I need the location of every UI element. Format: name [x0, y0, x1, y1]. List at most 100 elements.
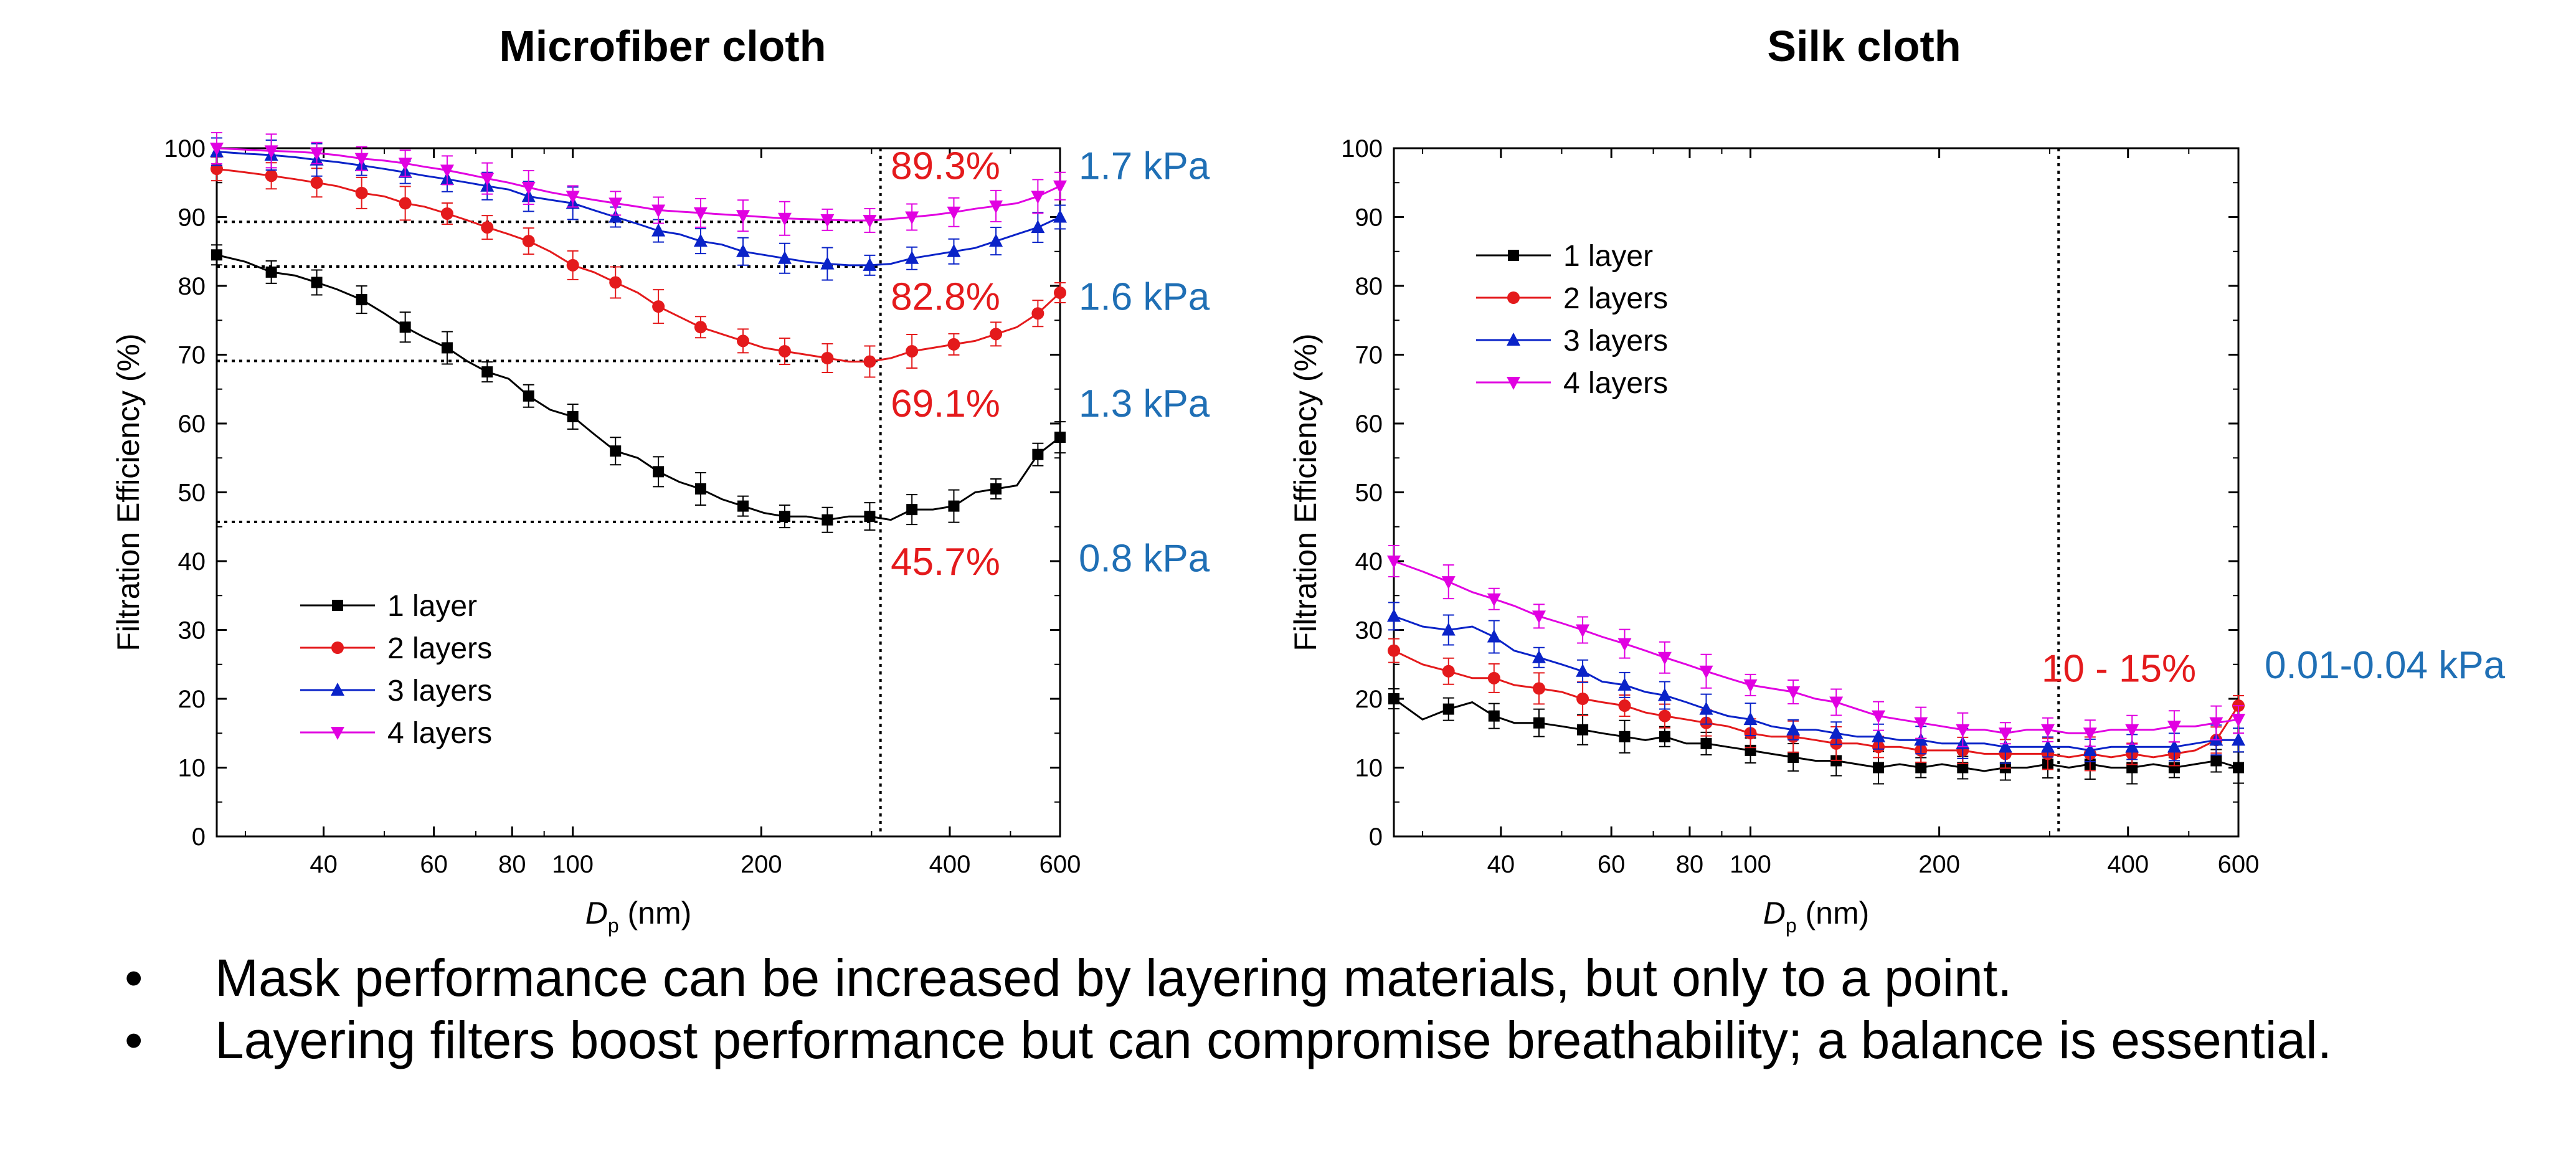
data-point [1441, 576, 1456, 590]
series-3-layers [1387, 602, 2245, 764]
data-point [1659, 731, 1670, 742]
x-tick-label: 40 [310, 851, 338, 878]
x-axis-label: Dp (nm) [1763, 896, 1870, 937]
data-point [2083, 742, 2097, 756]
x-tick-label: 60 [1598, 851, 1626, 878]
y-tick-label: 30 [1355, 617, 1383, 645]
y-tick-label: 20 [178, 686, 206, 713]
data-point [1388, 693, 1399, 704]
data-point [1872, 710, 1886, 724]
data-point [1998, 727, 2012, 741]
data-point [736, 244, 750, 257]
y-tick-label: 30 [178, 617, 206, 645]
data-point [2232, 714, 2245, 727]
y-tick-label: 90 [178, 204, 206, 232]
data-point [1657, 651, 1672, 665]
data-point [211, 249, 222, 261]
x-tick-label: 80 [1676, 851, 1704, 878]
data-point [2168, 762, 2180, 774]
data-point [398, 158, 412, 171]
series-line [216, 253, 1061, 521]
pressure-drop-annotation: 0.01-0.04 kPa [2265, 644, 2506, 687]
data-point [651, 204, 666, 218]
data-point [265, 266, 277, 278]
data-point [947, 206, 961, 220]
y-tick-label: 60 [178, 410, 206, 438]
data-point [1786, 722, 1801, 736]
series-4-layers [1387, 545, 2245, 747]
data-point [820, 256, 835, 270]
data-point [2167, 739, 2181, 753]
data-point [311, 277, 323, 288]
data-point [1786, 686, 1801, 699]
data-point [480, 173, 495, 186]
data-point [653, 466, 665, 478]
data-point [864, 511, 876, 523]
legend: 1 layer 2 layers 3 layers 4 layers [1476, 240, 1668, 400]
bullet-dot: • [125, 949, 143, 1007]
x-tick-label: 400 [2107, 851, 2149, 878]
x-tick-label: 600 [1039, 851, 1081, 878]
legend-label: 2 layers [387, 632, 492, 665]
series-1-layer [211, 244, 1066, 533]
plot-frame [1393, 147, 2240, 838]
data-point [1507, 377, 1520, 390]
bullet-dot: • [125, 1011, 143, 1069]
data-point [1956, 724, 1970, 737]
data-point [2083, 727, 2097, 741]
data-point [1617, 638, 1632, 651]
legend-label: 2 layers [1563, 282, 1668, 315]
data-point [2209, 717, 2223, 731]
data-point [2167, 721, 2181, 734]
data-point [441, 342, 453, 354]
data-point [1031, 220, 1045, 234]
data-point [2040, 724, 2055, 737]
data-point [1508, 250, 1519, 261]
y-tick-label: 60 [1355, 410, 1383, 438]
data-point [694, 483, 706, 495]
data-point [356, 294, 367, 306]
data-point [947, 338, 960, 351]
data-point [481, 366, 493, 378]
data-point [1743, 679, 1758, 693]
data-point [522, 235, 535, 248]
data-point [1488, 710, 1500, 722]
data-point [1576, 663, 1590, 677]
data-point [779, 511, 790, 523]
data-point [521, 181, 536, 195]
data-point [863, 215, 877, 229]
data-point [1657, 688, 1672, 701]
y-tick-label: 100 [164, 135, 206, 163]
efficiency-annotation: 69.1% [891, 382, 1000, 425]
y-axis-label: Filtration Efficiency (%) [1288, 333, 1323, 651]
data-point [1487, 671, 1500, 684]
y-tick-label: 40 [1355, 548, 1383, 575]
chart-title: Microfiber cloth [499, 22, 826, 70]
data-point [1914, 732, 1928, 746]
data-point [1053, 209, 1067, 223]
data-point [863, 257, 877, 271]
data-point [1054, 432, 1066, 443]
data-point [2040, 739, 2055, 753]
data-point [2125, 724, 2139, 737]
data-point [332, 600, 343, 611]
data-point [1998, 739, 2012, 753]
data-point [1915, 762, 1927, 774]
series-1-layer [1388, 688, 2244, 785]
data-point [567, 410, 579, 422]
data-point [399, 197, 412, 210]
data-point [2233, 762, 2244, 774]
data-point [1031, 191, 1045, 204]
series-line [1393, 650, 2240, 759]
y-tick-label: 40 [178, 548, 206, 575]
data-point [481, 221, 494, 234]
chart-microfiber: Microfiber cloth 0 10 20 30 40 50 60 70 80 90 100 40… [111, 22, 1210, 937]
data-point [1387, 608, 1401, 622]
data-point [863, 355, 876, 368]
x-axis-label: Dp (nm) [585, 896, 692, 937]
y-tick-label: 100 [1341, 135, 1383, 163]
data-point [947, 244, 961, 257]
data-point [331, 641, 344, 654]
data-point [1576, 693, 1589, 705]
